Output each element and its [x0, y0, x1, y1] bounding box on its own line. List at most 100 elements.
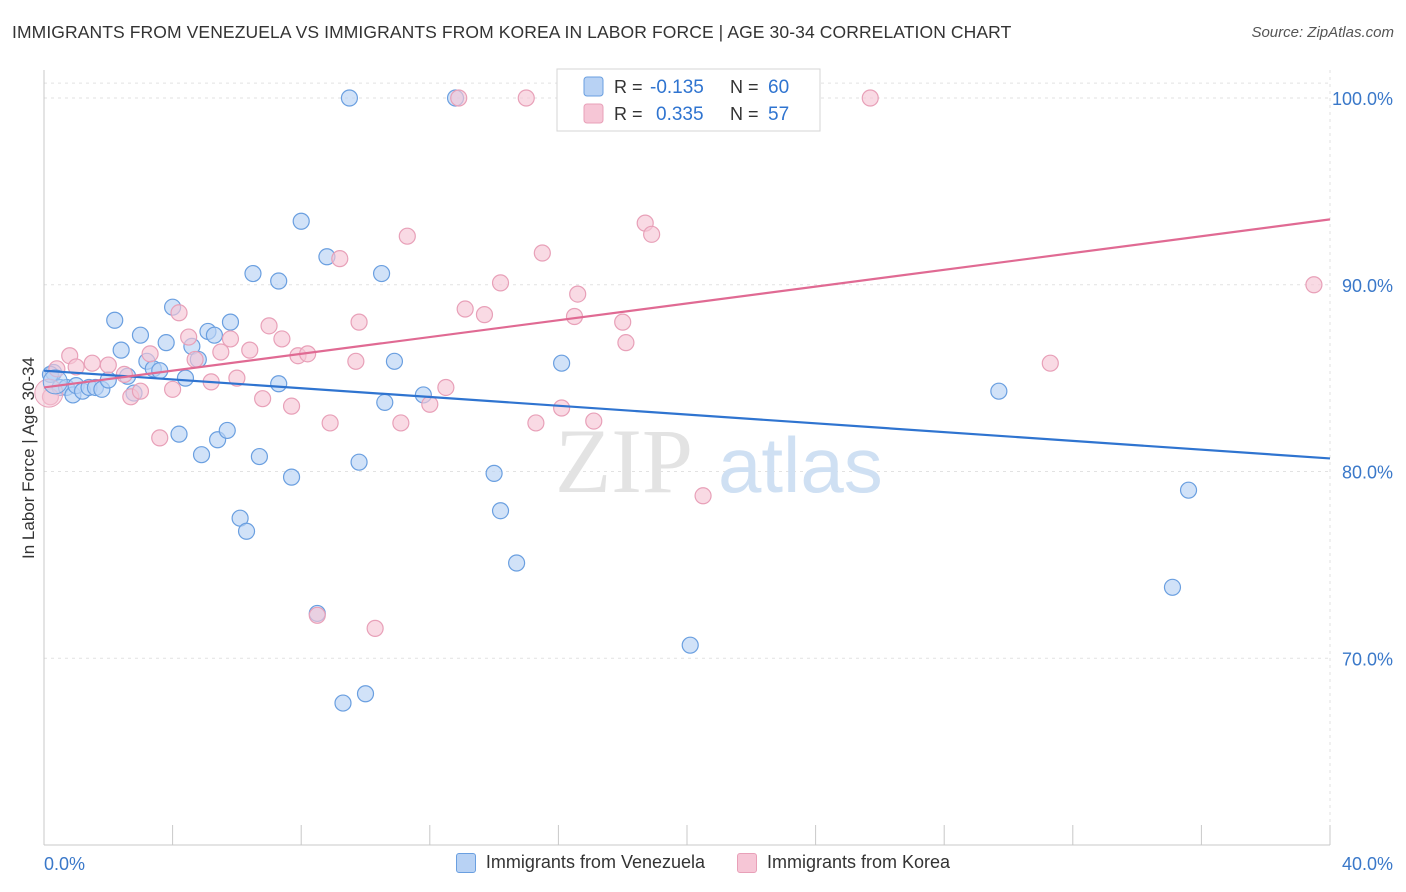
legend-r-value-1: 0.335 [656, 104, 704, 125]
point-korea-19 [241, 341, 259, 359]
point-korea-28 [331, 250, 349, 268]
legend-swatch-korea-bottom [737, 852, 758, 873]
legend-top: R = -0.135 N = 60 R = 0.335 N = 57 [556, 68, 821, 132]
y-tick-label-0: 70.0% [1342, 649, 1393, 669]
point-korea-53 [694, 487, 712, 505]
point-venezuela-14 [131, 326, 150, 344]
point-korea-29 [347, 352, 365, 370]
point-venezuela-36 [282, 468, 301, 486]
point-korea-32 [392, 414, 410, 432]
point-korea-43 [553, 399, 571, 417]
point-korea-6 [115, 365, 133, 383]
legend-n-label-0: N = [730, 77, 759, 97]
point-venezuela-45 [376, 393, 394, 412]
data-points [34, 89, 1323, 712]
point-korea-18 [228, 369, 246, 387]
point-korea-3 [67, 358, 85, 376]
legend-item-korea: Immigrants from Korea [737, 852, 950, 873]
y-tick-label-2: 90.0% [1342, 276, 1393, 296]
legend-r-label-1: R = [614, 104, 643, 124]
point-venezuela-56 [990, 382, 1008, 400]
point-venezuela-41 [340, 89, 359, 107]
point-venezuela-31 [237, 522, 256, 540]
point-korea-13 [180, 328, 198, 346]
point-korea-27 [321, 414, 339, 432]
point-korea-54 [861, 89, 879, 107]
x-tick-label-min: 0.0% [44, 854, 85, 874]
point-venezuela-24 [192, 446, 211, 464]
chart-title: IMMIGRANTS FROM VENEZUELA VS IMMIGRANTS … [12, 22, 1012, 42]
point-venezuela-40 [334, 694, 352, 712]
point-venezuela-18 [157, 334, 175, 352]
legend-n-value-0: 60 [768, 77, 789, 98]
point-korea-22 [273, 330, 291, 348]
point-venezuela-42 [350, 453, 368, 471]
point-korea-35 [437, 378, 455, 397]
point-venezuela-26 [205, 326, 223, 344]
point-korea-48 [614, 313, 632, 331]
point-venezuela-large [42, 369, 68, 395]
legend-r-value-0: -0.135 [650, 77, 704, 98]
point-venezuela-11 [112, 341, 130, 359]
point-venezuela-28 [218, 421, 236, 440]
point-korea-55 [1041, 354, 1059, 372]
legend-n-label-1: N = [730, 104, 759, 124]
point-korea-16 [212, 343, 230, 361]
point-venezuela-20 [170, 425, 188, 443]
watermark: ZIP atlas [555, 410, 883, 512]
point-venezuela-10 [106, 311, 124, 329]
point-korea-33 [398, 227, 416, 245]
point-korea-36 [456, 300, 474, 318]
legend-swatch-korea [583, 103, 604, 124]
point-korea-41 [527, 414, 545, 432]
legend-label-korea: Immigrants from Korea [767, 852, 951, 872]
legend-label-venezuela: Immigrants from Venezuela [485, 852, 706, 872]
point-korea-23 [282, 397, 301, 415]
point-venezuela-21 [176, 369, 195, 387]
point-venezuela-49 [485, 464, 503, 482]
point-venezuela-46 [385, 352, 404, 370]
point-korea-12 [170, 304, 188, 322]
point-korea-10 [151, 429, 169, 447]
point-korea-17 [221, 330, 240, 348]
point-korea-11 [164, 380, 182, 398]
point-venezuela-57 [1163, 578, 1182, 596]
point-venezuela-50 [491, 502, 510, 520]
point-korea-45 [569, 285, 587, 303]
point-korea-49 [617, 334, 635, 352]
point-korea-5 [99, 356, 117, 374]
point-korea-37 [450, 89, 468, 107]
point-venezuela-54 [681, 636, 699, 654]
point-korea-51 [643, 225, 661, 243]
legend-n-value-1: 57 [768, 104, 789, 125]
point-korea-8 [131, 382, 150, 400]
point-venezuela-37 [292, 212, 310, 230]
point-korea-9 [141, 345, 159, 363]
trend-line-korea [43, 218, 1331, 389]
y-tick-label-1: 80.0% [1342, 463, 1393, 483]
watermark-atlas: atlas [718, 421, 883, 509]
legend-swatch-venezuela-bottom [455, 852, 476, 873]
point-korea-26 [308, 606, 326, 624]
point-korea-56 [1305, 276, 1323, 294]
point-venezuela-35 [270, 272, 288, 290]
legend-item-venezuela: Immigrants from Venezuela [455, 852, 706, 873]
tick-labels: 70.0% 80.0% 90.0% 100.0% 0.0% 40.0% [44, 89, 1393, 874]
point-korea-39 [491, 274, 510, 292]
x-tick-label-max: 40.0% [1342, 854, 1393, 874]
point-venezuela-58 [1179, 481, 1198, 499]
point-korea-42 [533, 244, 551, 262]
legend-bottom: Immigrants from Venezuela Immigrants fro… [0, 852, 1406, 873]
source-credit: Source: ZipAtlas.com [1251, 24, 1394, 41]
axes [43, 70, 1331, 846]
point-venezuela-34 [270, 375, 288, 393]
point-venezuela-33 [250, 447, 269, 466]
point-korea-34 [421, 395, 439, 413]
point-korea-30 [350, 313, 368, 331]
point-korea-31 [366, 619, 384, 637]
point-korea-40 [517, 89, 535, 107]
point-venezuela-44 [372, 264, 391, 283]
point-venezuela-29 [221, 313, 240, 331]
point-korea-38 [475, 306, 494, 324]
